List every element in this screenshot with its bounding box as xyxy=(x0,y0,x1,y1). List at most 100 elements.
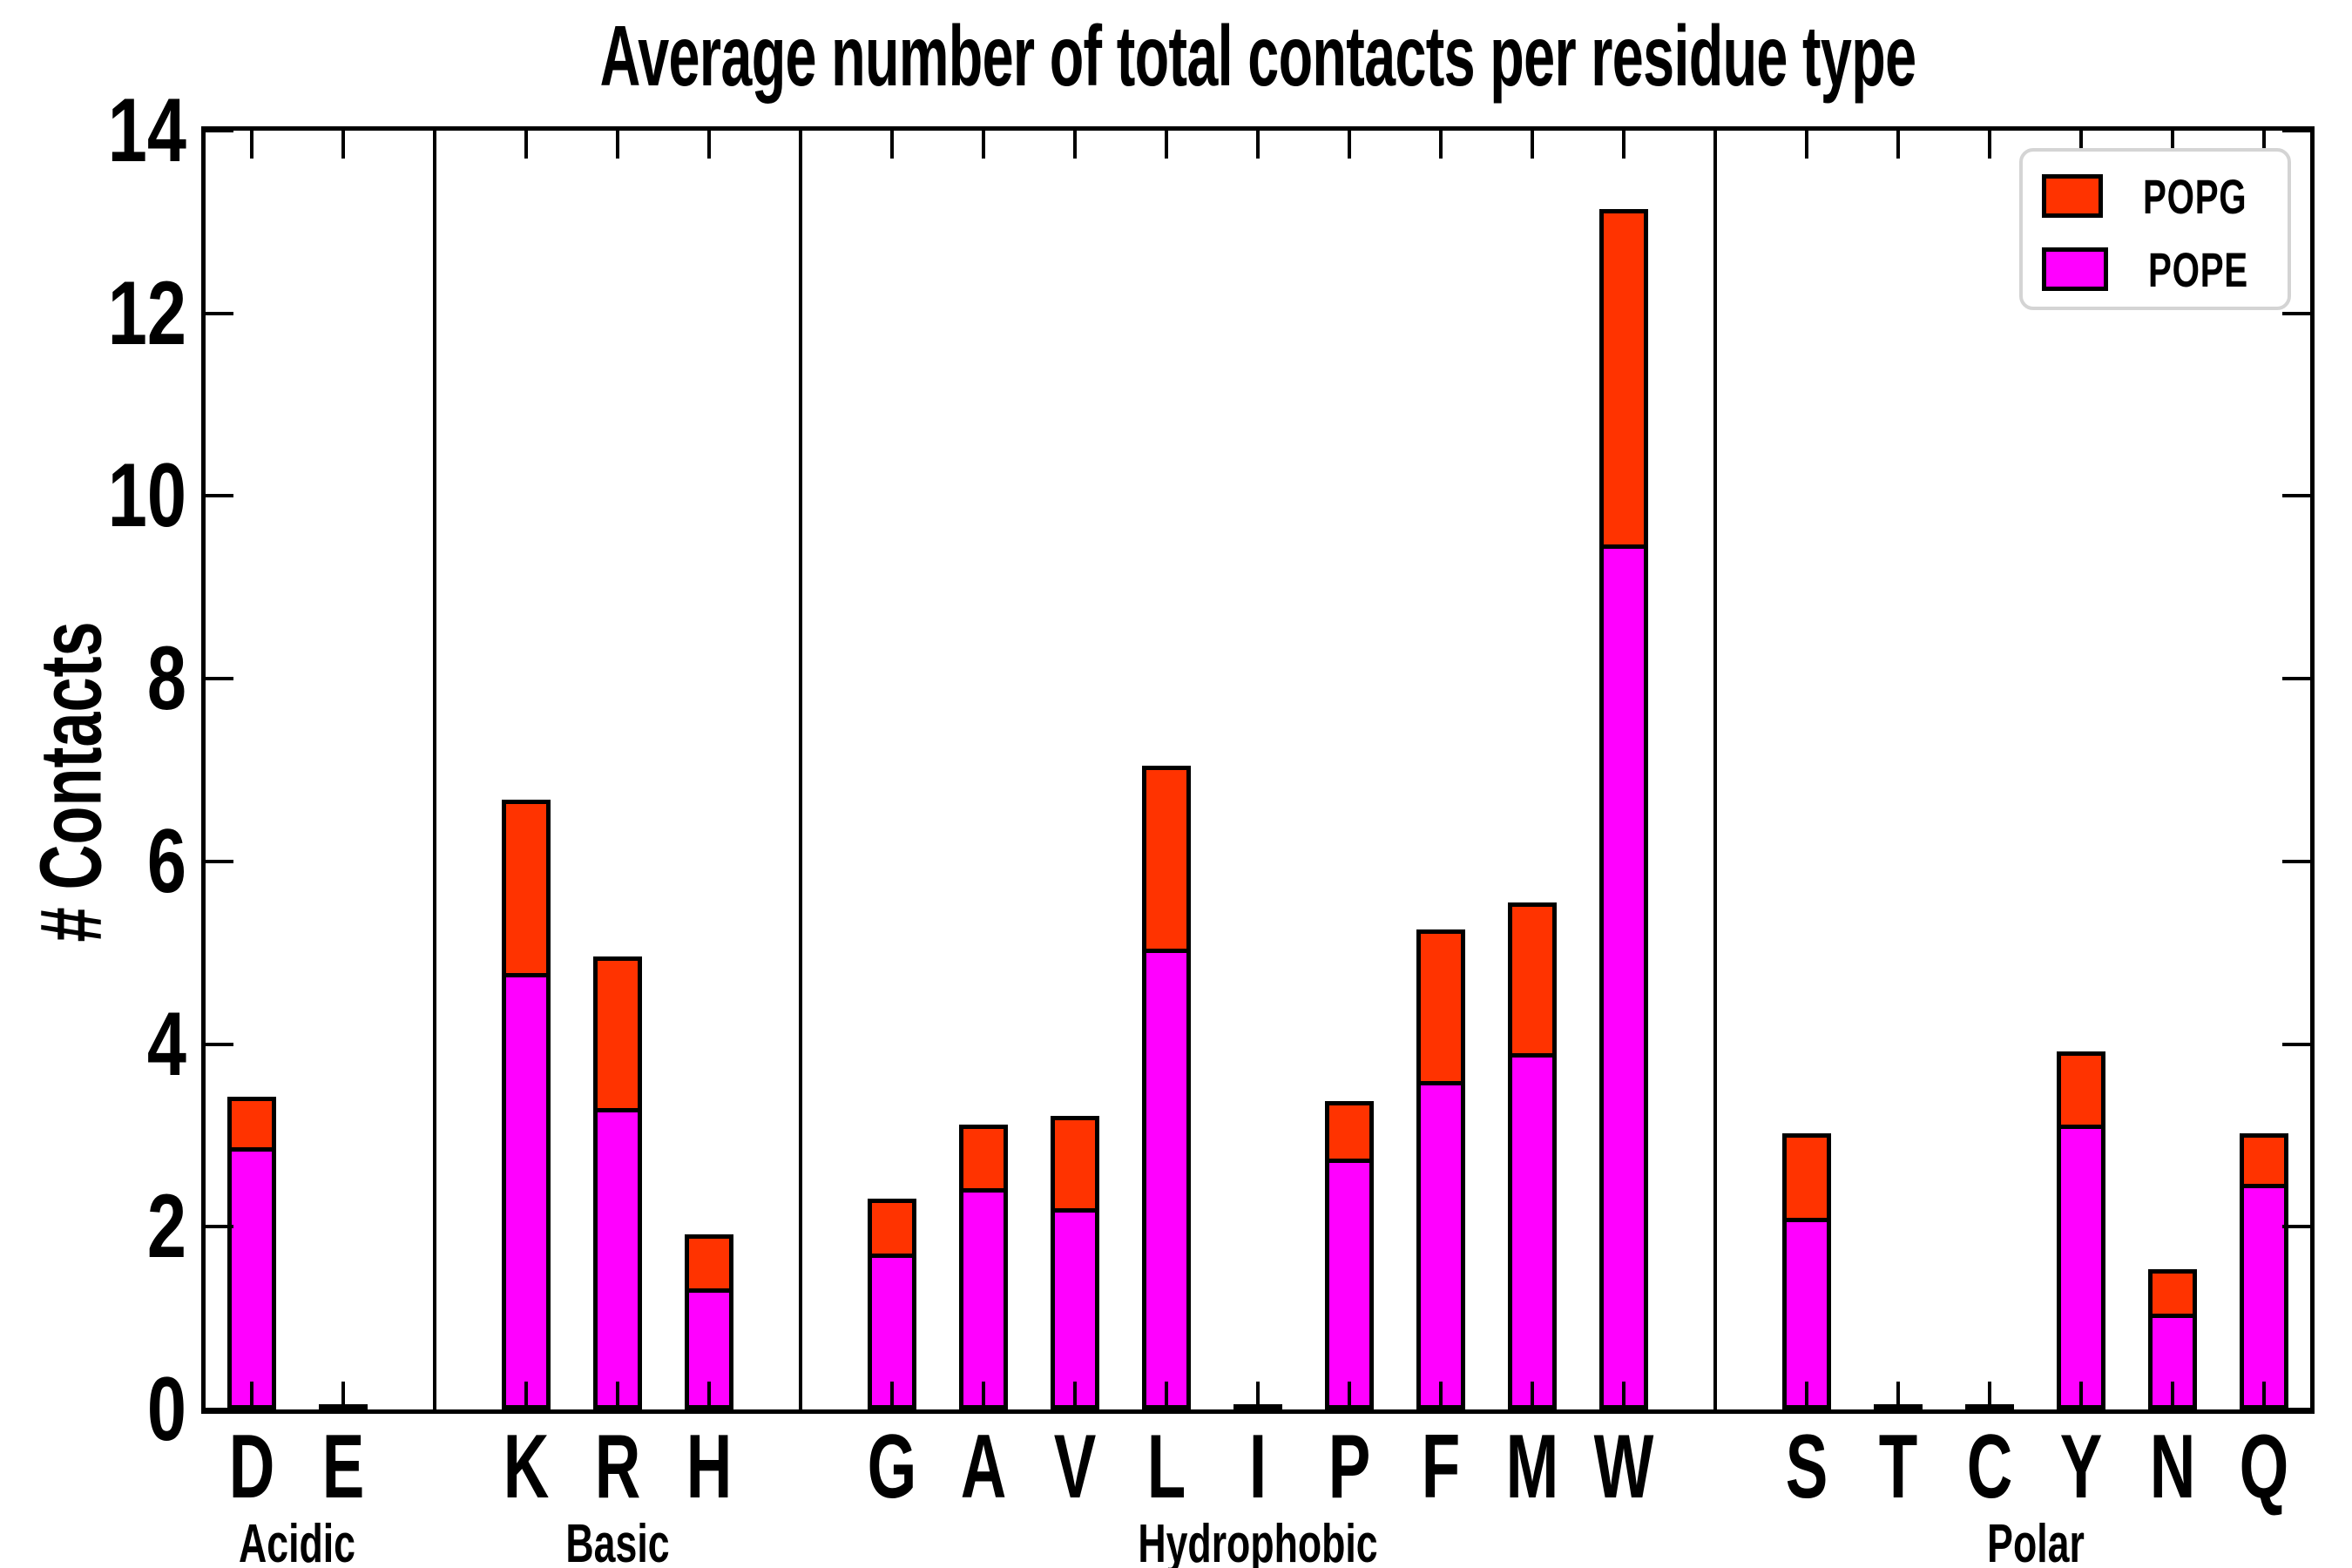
x-tick-top xyxy=(2262,131,2267,159)
y-tick-right xyxy=(2282,494,2310,498)
bar-G xyxy=(867,1199,916,1409)
x-tick-top xyxy=(1256,131,1260,159)
bar-S xyxy=(1782,1133,1832,1409)
x-tick-label-E: E xyxy=(321,1416,364,1517)
x-group-labels: Acidic Basic Hydrophobic Polar xyxy=(206,1517,2310,1568)
x-tick-label-Y: Y xyxy=(2060,1416,2103,1517)
bar-R-popg-segment xyxy=(597,961,638,1112)
bar-R xyxy=(592,956,642,1409)
x-tick-bottom xyxy=(2079,1382,2084,1409)
x-tick-label-Q: Q xyxy=(2240,1416,2289,1517)
bar-A-popg-segment xyxy=(963,1129,1004,1193)
y-tick-left xyxy=(206,1408,233,1411)
group-divider-line xyxy=(798,131,802,1409)
x-tick-bottom xyxy=(2262,1382,2267,1409)
legend: POPG POPE xyxy=(2019,148,2291,310)
x-tick-top xyxy=(1164,131,1168,159)
y-tick-left xyxy=(206,859,233,863)
x-tick-top xyxy=(1439,131,1443,159)
x-tick-label-D: D xyxy=(228,1416,274,1517)
x-tick-label-N: N xyxy=(2150,1416,2196,1517)
bar-M xyxy=(1508,902,1558,1409)
y-tick-labels: 0 2 4 6 8 10 12 14 xyxy=(0,85,193,1455)
x-tick-label-K: K xyxy=(503,1416,549,1517)
x-tick-label-P: P xyxy=(1328,1416,1371,1517)
x-tick-bottom xyxy=(1531,1382,1535,1409)
bar-F-popg-segment xyxy=(1421,934,1462,1085)
bar-H-popg-segment xyxy=(688,1239,729,1293)
y-tick-label: 6 xyxy=(146,810,186,912)
x-tick-label-R: R xyxy=(594,1416,640,1517)
bar-K-popg-segment xyxy=(505,804,546,977)
legend-swatch-popg xyxy=(2042,174,2104,218)
x-tick-top xyxy=(341,131,345,159)
chart-title: Average number of total contacts per res… xyxy=(599,8,1916,104)
y-tick-left xyxy=(206,1225,233,1229)
bar-P-popg-segment xyxy=(1329,1105,1370,1163)
y-tick-label: 12 xyxy=(107,262,186,364)
x-tick-top xyxy=(981,131,985,159)
bar-L-popg-segment xyxy=(1146,770,1186,953)
x-tick-label-L: L xyxy=(1146,1416,1186,1517)
x-tick-bottom xyxy=(1348,1382,1352,1409)
x-tick-bottom xyxy=(706,1382,711,1409)
y-tick-right xyxy=(2282,311,2310,315)
bar-Y-popg-segment xyxy=(2061,1056,2102,1129)
x-tick-bottom xyxy=(2171,1382,2175,1409)
group-label-hydrophobic: Hydrophobic xyxy=(1138,1514,1378,1568)
legend-item-pope: POPE xyxy=(2023,239,2288,300)
bar-A xyxy=(958,1125,1008,1409)
y-tick-left xyxy=(206,311,233,315)
x-tick-top xyxy=(524,131,528,159)
y-tick-label: 8 xyxy=(146,628,186,730)
x-tick-top xyxy=(1622,131,1626,159)
x-tick-label-C: C xyxy=(1967,1416,2013,1517)
y-tick-label: 2 xyxy=(146,1176,186,1278)
x-tick-label-I: I xyxy=(1248,1416,1267,1517)
x-tick-bottom xyxy=(889,1382,894,1409)
x-tick-label-G: G xyxy=(867,1416,917,1517)
x-tick-bottom xyxy=(981,1382,985,1409)
group-label-polar: Polar xyxy=(1987,1514,2085,1568)
bar-Q-popg-segment xyxy=(2244,1138,2285,1188)
x-tick-bottom xyxy=(1896,1382,1901,1409)
bar-W xyxy=(1599,209,1649,1409)
bar-D xyxy=(226,1097,276,1409)
y-tick-right xyxy=(2282,1042,2310,1046)
x-tick-label-F: F xyxy=(1421,1416,1461,1517)
y-tick-label: 14 xyxy=(107,80,186,181)
group-label-basic: Basic xyxy=(565,1514,670,1568)
y-tick-right xyxy=(2282,859,2310,863)
x-tick-top xyxy=(2079,131,2084,159)
y-tick-left xyxy=(206,129,233,132)
bar-L xyxy=(1141,766,1191,1409)
y-tick-label: 10 xyxy=(107,445,186,547)
x-tick-label-M: M xyxy=(1505,1416,1559,1517)
x-tick-bottom xyxy=(524,1382,528,1409)
bar-V-popg-segment xyxy=(1054,1120,1095,1213)
bar-Q xyxy=(2240,1133,2289,1409)
x-tick-top xyxy=(1805,131,1809,159)
bar-W-popg-segment xyxy=(1604,213,1645,549)
y-tick-right xyxy=(2282,1408,2310,1411)
y-tick-label: 4 xyxy=(146,993,186,1095)
y-tick-left xyxy=(206,677,233,681)
bar-Y xyxy=(2057,1051,2106,1409)
group-label-acidic: Acidic xyxy=(239,1514,356,1568)
bar-K xyxy=(501,800,551,1409)
x-tick-label-V: V xyxy=(1053,1416,1097,1517)
x-tick-top xyxy=(1531,131,1535,159)
legend-label-pope: POPE xyxy=(2148,241,2249,297)
legend-item-popg: POPG xyxy=(2023,166,2288,226)
y-tick-right xyxy=(2282,677,2310,681)
y-tick-label: 0 xyxy=(146,1359,186,1460)
group-divider-line xyxy=(432,131,436,1409)
x-tick-bottom xyxy=(341,1382,345,1409)
x-tick-label-S: S xyxy=(1785,1416,1828,1517)
x-tick-bottom xyxy=(1622,1382,1626,1409)
bar-M-popg-segment xyxy=(1512,907,1553,1058)
x-tick-bottom xyxy=(1988,1382,1992,1409)
bar-D-popg-segment xyxy=(231,1101,272,1152)
